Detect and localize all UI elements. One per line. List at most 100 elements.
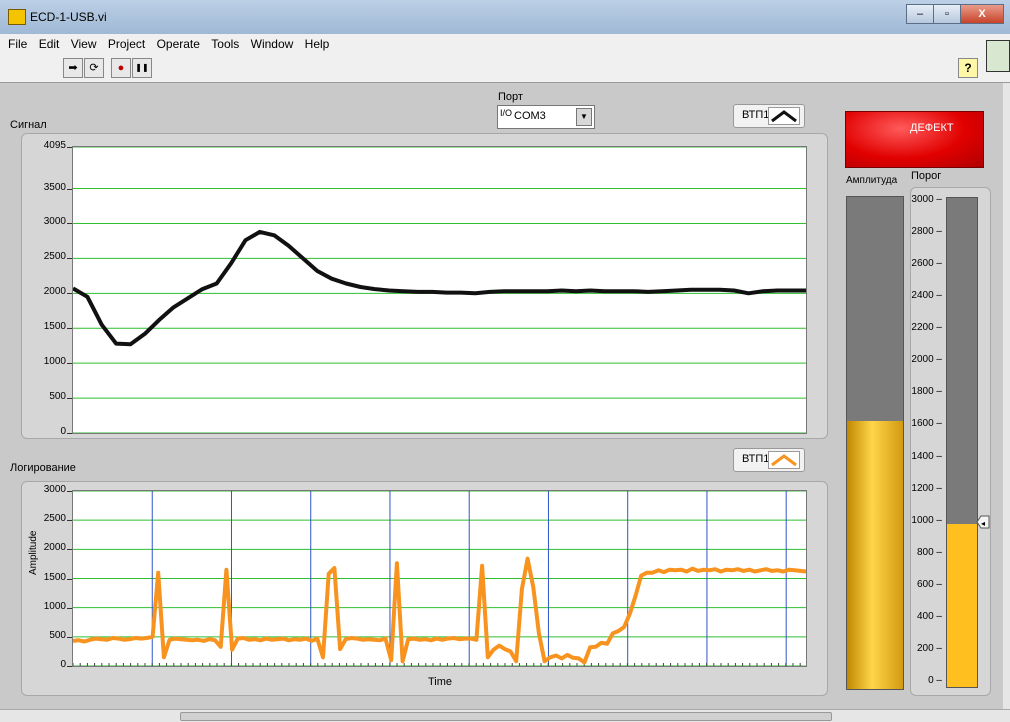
y-tick-mark [67, 433, 72, 434]
signal-y-tick-label: 2500 [43, 251, 66, 263]
port-selector[interactable]: I/O COM3 ▼ [497, 105, 595, 129]
signal-series-line [71, 229, 806, 347]
threshold-tick-label: 3000 – [911, 194, 942, 205]
log-y-tick-label: 1500 [43, 571, 66, 583]
y-tick-mark [67, 549, 72, 551]
y-tick-mark [67, 223, 72, 225]
amplitude-label: Амплитуда [846, 175, 898, 186]
log-y-tick-label: 0 [60, 659, 66, 670]
log-y-tick-label: 2500 [43, 513, 66, 525]
menu-help[interactable]: Help [304, 37, 330, 51]
y-tick-mark [67, 188, 72, 190]
io-icon: I/O [500, 108, 513, 118]
menu-file[interactable]: File [8, 37, 28, 51]
signal-plot-svg [71, 146, 806, 434]
log-series-line [72, 556, 807, 665]
threshold-tick-label: 1600 – [911, 418, 942, 430]
log-legend[interactable]: ВТП1 [733, 448, 805, 472]
log-chart-title: Логирование [10, 462, 76, 474]
threshold-tick-label: 1000 – [911, 514, 942, 526]
signal-y-tick-label: 1000 [43, 356, 66, 368]
close-button[interactable]: X [960, 4, 1004, 24]
threshold-tick-label: 2400 – [911, 290, 942, 302]
log-y-tick-label: 500 [49, 629, 66, 641]
menu-edit[interactable]: Edit [38, 37, 60, 51]
y-tick-mark [67, 147, 72, 148]
threshold-track[interactable] [946, 197, 978, 688]
amplitude-tank [846, 196, 904, 690]
threshold-tick-label: 200 – [916, 642, 942, 654]
signal-chart-title: Сигнал [10, 119, 47, 131]
log-legend-label: ВТП1 [742, 453, 770, 465]
menu-tools[interactable]: Tools [211, 37, 240, 51]
toolbar: ➡ ⟳ ● ❚❚ ? [0, 54, 1010, 83]
threshold-tick-label: 400 – [916, 610, 942, 622]
y-tick-mark [67, 607, 72, 609]
menu-window[interactable]: Window [250, 37, 294, 51]
log-x-axis-label: Time [428, 676, 453, 688]
signal-y-tick-label: 1500 [43, 321, 66, 333]
signal-legend[interactable]: ВТП1 [733, 104, 805, 128]
port-value: COM3 [514, 110, 546, 122]
log-y-tick-label: 2000 [43, 542, 66, 554]
y-tick-mark [67, 398, 72, 400]
scroll-thumb[interactable] [180, 712, 832, 721]
horizontal-scrollbar[interactable] [0, 709, 1010, 722]
y-tick-mark [67, 363, 72, 365]
log-plot-area [72, 490, 807, 667]
threshold-tick-label: 2000 – [911, 354, 942, 366]
y-tick-mark [67, 636, 72, 638]
window-titlebar: ECD-1-USB.vi – ▫ X [0, 0, 1010, 34]
threshold-fill [947, 524, 977, 687]
signal-legend-swatch-icon [768, 107, 800, 125]
threshold-tick-label: 800 – [916, 546, 942, 558]
threshold-tick-label: 0 – [928, 675, 942, 686]
labview-app-icon [8, 9, 26, 25]
threshold-tick-label: 1800 – [911, 386, 942, 398]
y-tick-mark [67, 293, 72, 295]
signal-legend-label: ВТП1 [742, 109, 770, 121]
svg-text:◂: ◂ [981, 519, 985, 528]
signal-y-tick-label: 4095 [43, 140, 66, 151]
y-tick-mark [67, 258, 72, 260]
defect-indicator: ДЕФЕКТ [845, 111, 984, 168]
vi-icon [986, 40, 1010, 72]
y-tick-mark [67, 491, 72, 492]
minimize-icon[interactable]: – [906, 4, 934, 24]
maximize-icon[interactable]: ▫ [933, 4, 961, 24]
y-tick-mark [67, 520, 72, 522]
menu-operate[interactable]: Operate [156, 37, 200, 51]
amplitude-fill [847, 420, 903, 689]
window-title: ECD-1-USB.vi [30, 10, 107, 24]
run-continuously-icon[interactable]: ⟳ [84, 58, 104, 78]
port-label: Порт [498, 91, 523, 103]
signal-plot-area [71, 146, 807, 434]
threshold-tick-label: 600 – [916, 578, 942, 590]
log-y-axis-label: Amplitude [28, 530, 39, 575]
log-y-tick-label: 3000 [43, 484, 66, 495]
signal-y-tick-label: 3500 [43, 181, 66, 193]
threshold-label: Порог [911, 170, 942, 182]
defect-label: ДЕФЕКТ [910, 122, 954, 134]
dropdown-arrow-icon[interactable]: ▼ [576, 108, 592, 126]
log-legend-swatch-icon [768, 451, 800, 469]
menu-project[interactable]: Project [107, 37, 146, 51]
y-tick-mark [67, 666, 72, 667]
y-tick-mark [67, 578, 72, 580]
context-help-button[interactable]: ? [958, 58, 978, 78]
window-controls: – ▫ X [906, 4, 1004, 24]
threshold-tick-label: 2600 – [911, 258, 942, 270]
pause-icon[interactable]: ❚❚ [132, 58, 152, 78]
threshold-tick-label: 2800 – [911, 226, 942, 238]
signal-y-tick-label: 0 [60, 426, 66, 437]
vertical-scrollbar[interactable] [1003, 83, 1010, 709]
threshold-tick-label: 2200 – [911, 322, 942, 334]
menu-view[interactable]: View [70, 37, 97, 51]
signal-y-tick-label: 2000 [43, 286, 66, 298]
abort-icon[interactable]: ● [111, 58, 131, 78]
threshold-tick-label: 1200 – [911, 482, 942, 494]
signal-y-tick-label: 500 [49, 391, 66, 403]
threshold-pointer-icon[interactable]: ◂ [976, 515, 990, 529]
log-y-tick-label: 1000 [43, 600, 66, 612]
run-arrow-icon[interactable]: ➡ [63, 58, 83, 78]
